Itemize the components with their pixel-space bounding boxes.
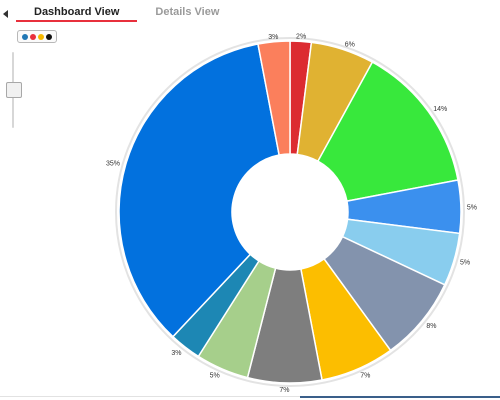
slice-percent-label: 35% — [106, 161, 120, 168]
palette-dot-icon — [38, 33, 44, 40]
slice-percent-label: 14% — [433, 106, 447, 113]
palette-dot-icon — [46, 33, 52, 40]
slice-percent-label: 7% — [279, 387, 289, 394]
slice-percent-label: 7% — [360, 372, 370, 379]
tab-details-view[interactable]: Details View — [155, 6, 220, 18]
bottom-divider-accent — [300, 396, 500, 398]
zoom-slider-thumb[interactable] — [6, 82, 22, 98]
slice-percent-label: 2% — [296, 33, 306, 40]
slice-percent-label: 3% — [268, 34, 278, 41]
palette-selector[interactable] — [17, 30, 57, 43]
slice-percent-label: 6% — [345, 42, 355, 49]
chart-labels: 2% 6% 14% 5% 5% 8% 7% 7% 5% 3% 35% 3% — [106, 33, 477, 394]
palette-dot-icon — [30, 33, 36, 40]
slice-percent-label: 5% — [210, 372, 220, 379]
slice-percent-label: 5% — [460, 259, 470, 266]
tab-dashboard-view[interactable]: Dashboard View — [16, 0, 138, 22]
slice-percent-label: 3% — [171, 350, 181, 357]
chart-slices — [118, 40, 462, 384]
slice-percent-label: 5% — [467, 204, 477, 211]
view-tabs: Dashboard View Details View — [16, 0, 237, 22]
palette-dot-icon — [22, 33, 28, 40]
slice-percent-label: 8% — [426, 323, 436, 330]
chart-center-hole — [232, 154, 348, 270]
collapse-arrow-icon[interactable] — [3, 10, 8, 18]
bottom-divider — [0, 396, 500, 397]
